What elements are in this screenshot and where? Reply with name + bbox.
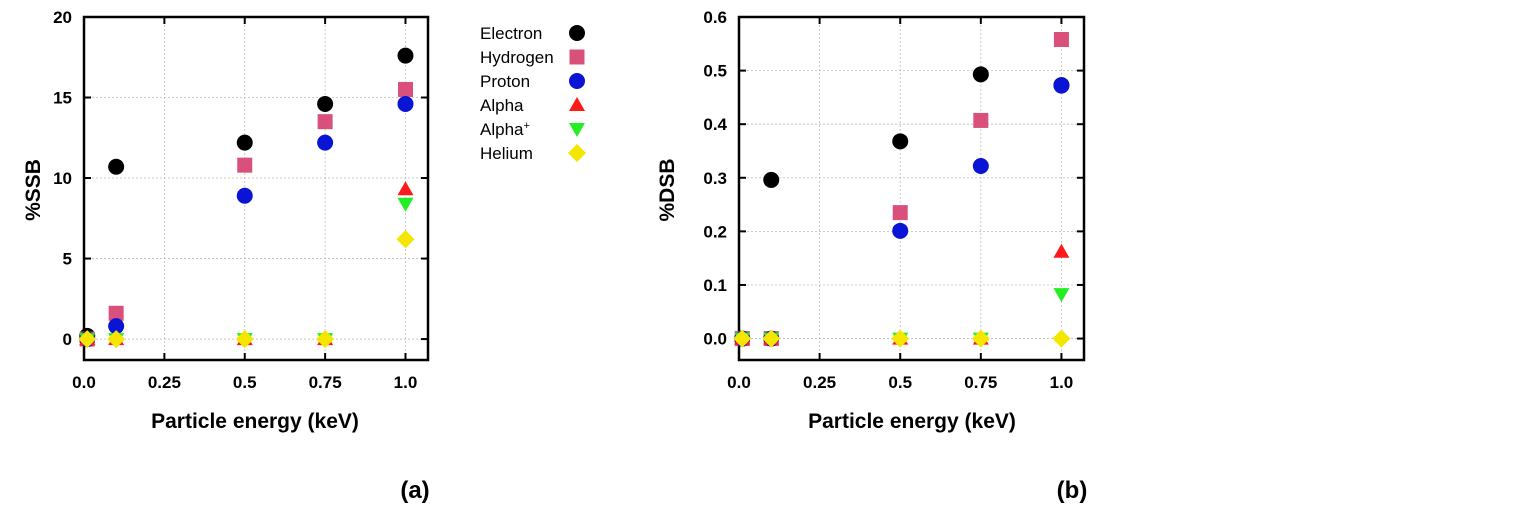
legend-marker bbox=[569, 123, 585, 137]
data-point-helium bbox=[1052, 329, 1071, 348]
data-point-helium bbox=[733, 329, 752, 348]
data-point-helium bbox=[235, 330, 254, 349]
y-tick-label: 10 bbox=[53, 169, 72, 188]
data-point-proton bbox=[1053, 77, 1070, 94]
data-point-electron bbox=[763, 171, 780, 188]
data-point-proton bbox=[108, 318, 125, 335]
data-point-electron bbox=[108, 158, 125, 175]
plot-frame bbox=[737, 15, 1086, 362]
legend-marker bbox=[569, 73, 585, 89]
legend-label: Alpha bbox=[480, 96, 524, 115]
data-point-hydrogen bbox=[108, 305, 124, 321]
data-point-alpha bbox=[397, 181, 414, 196]
data-point-helium bbox=[107, 330, 126, 349]
data-point-hydrogen bbox=[1053, 32, 1069, 48]
axis-label-y-b: %DSB bbox=[656, 158, 679, 221]
data-point-hydrogen bbox=[317, 114, 333, 130]
data-point-helium bbox=[762, 329, 781, 348]
data-point-helium bbox=[971, 329, 990, 348]
y-tick-label: 5 bbox=[63, 250, 72, 269]
data-point-hydrogen bbox=[892, 205, 908, 221]
data-point-helium bbox=[891, 329, 910, 348]
legend-label: Helium bbox=[480, 144, 533, 163]
data-point-helium bbox=[316, 330, 335, 349]
data-point-proton bbox=[397, 95, 414, 112]
data-point-proton bbox=[317, 134, 334, 151]
y-tick-label: 15 bbox=[53, 89, 72, 108]
chart-dsb: 0.0 0.25 0.5 0.75 1.0 0.0 0.1 0.2 0.3 0.4 0.5 0.6 bbox=[703, 8, 1086, 392]
x-tick-label: 0.5 bbox=[888, 373, 912, 392]
data-point-alpha bbox=[1053, 243, 1070, 258]
data-point-electron bbox=[972, 66, 989, 83]
legend-label: Electron bbox=[480, 24, 542, 43]
data-point-hydrogen bbox=[237, 157, 253, 173]
legend-marker bbox=[568, 144, 586, 162]
x-tick-label: 0.25 bbox=[148, 373, 181, 392]
legend-marker bbox=[569, 25, 585, 41]
x-tick-label: 0.0 bbox=[72, 373, 96, 392]
y-tick-label: 0.2 bbox=[703, 222, 727, 241]
y-tick-label: 0.3 bbox=[703, 169, 727, 188]
x-tick-label: 0.25 bbox=[803, 373, 836, 392]
y-tick-label: 20 bbox=[53, 8, 72, 27]
data-point-proton bbox=[236, 187, 253, 204]
x-tick-label: 0.75 bbox=[964, 373, 997, 392]
data-point-alpha-plus bbox=[1053, 288, 1070, 303]
data-point-helium bbox=[78, 330, 97, 349]
legend: Electron Hydrogen Proton Alpha Alpha+ Helium bbox=[480, 24, 586, 163]
legend-marker bbox=[569, 97, 585, 111]
axis-label-x-a: Particle energy (keV) bbox=[151, 410, 359, 433]
data-point-helium bbox=[396, 230, 415, 249]
data-point-alpha-plus bbox=[397, 197, 414, 212]
y-tick-label: 0.0 bbox=[703, 330, 727, 349]
y-tick-label: 0.4 bbox=[703, 115, 727, 134]
x-tick-label: 1.0 bbox=[1050, 373, 1074, 392]
chart-ssb: 0.0 0.25 0.5 0.75 1.0 0 5 10 15 20 bbox=[53, 8, 430, 392]
y-tick-label: 0.1 bbox=[703, 276, 727, 295]
axis-label-y-a: %SSB bbox=[22, 159, 45, 221]
legend-label: Alpha+ bbox=[480, 120, 530, 139]
data-point-electron bbox=[397, 47, 414, 64]
data-point-hydrogen bbox=[973, 112, 989, 128]
data-point-proton bbox=[972, 157, 989, 174]
axis-label-x-b: Particle energy (keV) bbox=[808, 410, 1016, 433]
data-point-hydrogen bbox=[397, 81, 413, 97]
y-tick-label: 0.6 bbox=[703, 8, 727, 27]
data-point-electron bbox=[236, 134, 253, 151]
data-point-electron bbox=[317, 95, 334, 112]
legend-label: Hydrogen bbox=[480, 48, 554, 67]
x-tick-label: 0.0 bbox=[727, 373, 751, 392]
plot-frame bbox=[82, 15, 430, 362]
x-tick-label: 1.0 bbox=[394, 373, 418, 392]
legend-label: Proton bbox=[480, 72, 530, 91]
y-tick-label: 0 bbox=[63, 330, 72, 349]
x-tick-label: 0.75 bbox=[309, 373, 342, 392]
y-tick-label: 0.5 bbox=[703, 62, 727, 81]
legend-marker bbox=[569, 49, 585, 65]
data-point-proton bbox=[892, 222, 909, 239]
data-point-electron bbox=[892, 133, 909, 150]
x-tick-label: 0.5 bbox=[233, 373, 257, 392]
panel-label-a: (a) bbox=[400, 477, 429, 504]
panel-label-b: (b) bbox=[1057, 477, 1088, 504]
